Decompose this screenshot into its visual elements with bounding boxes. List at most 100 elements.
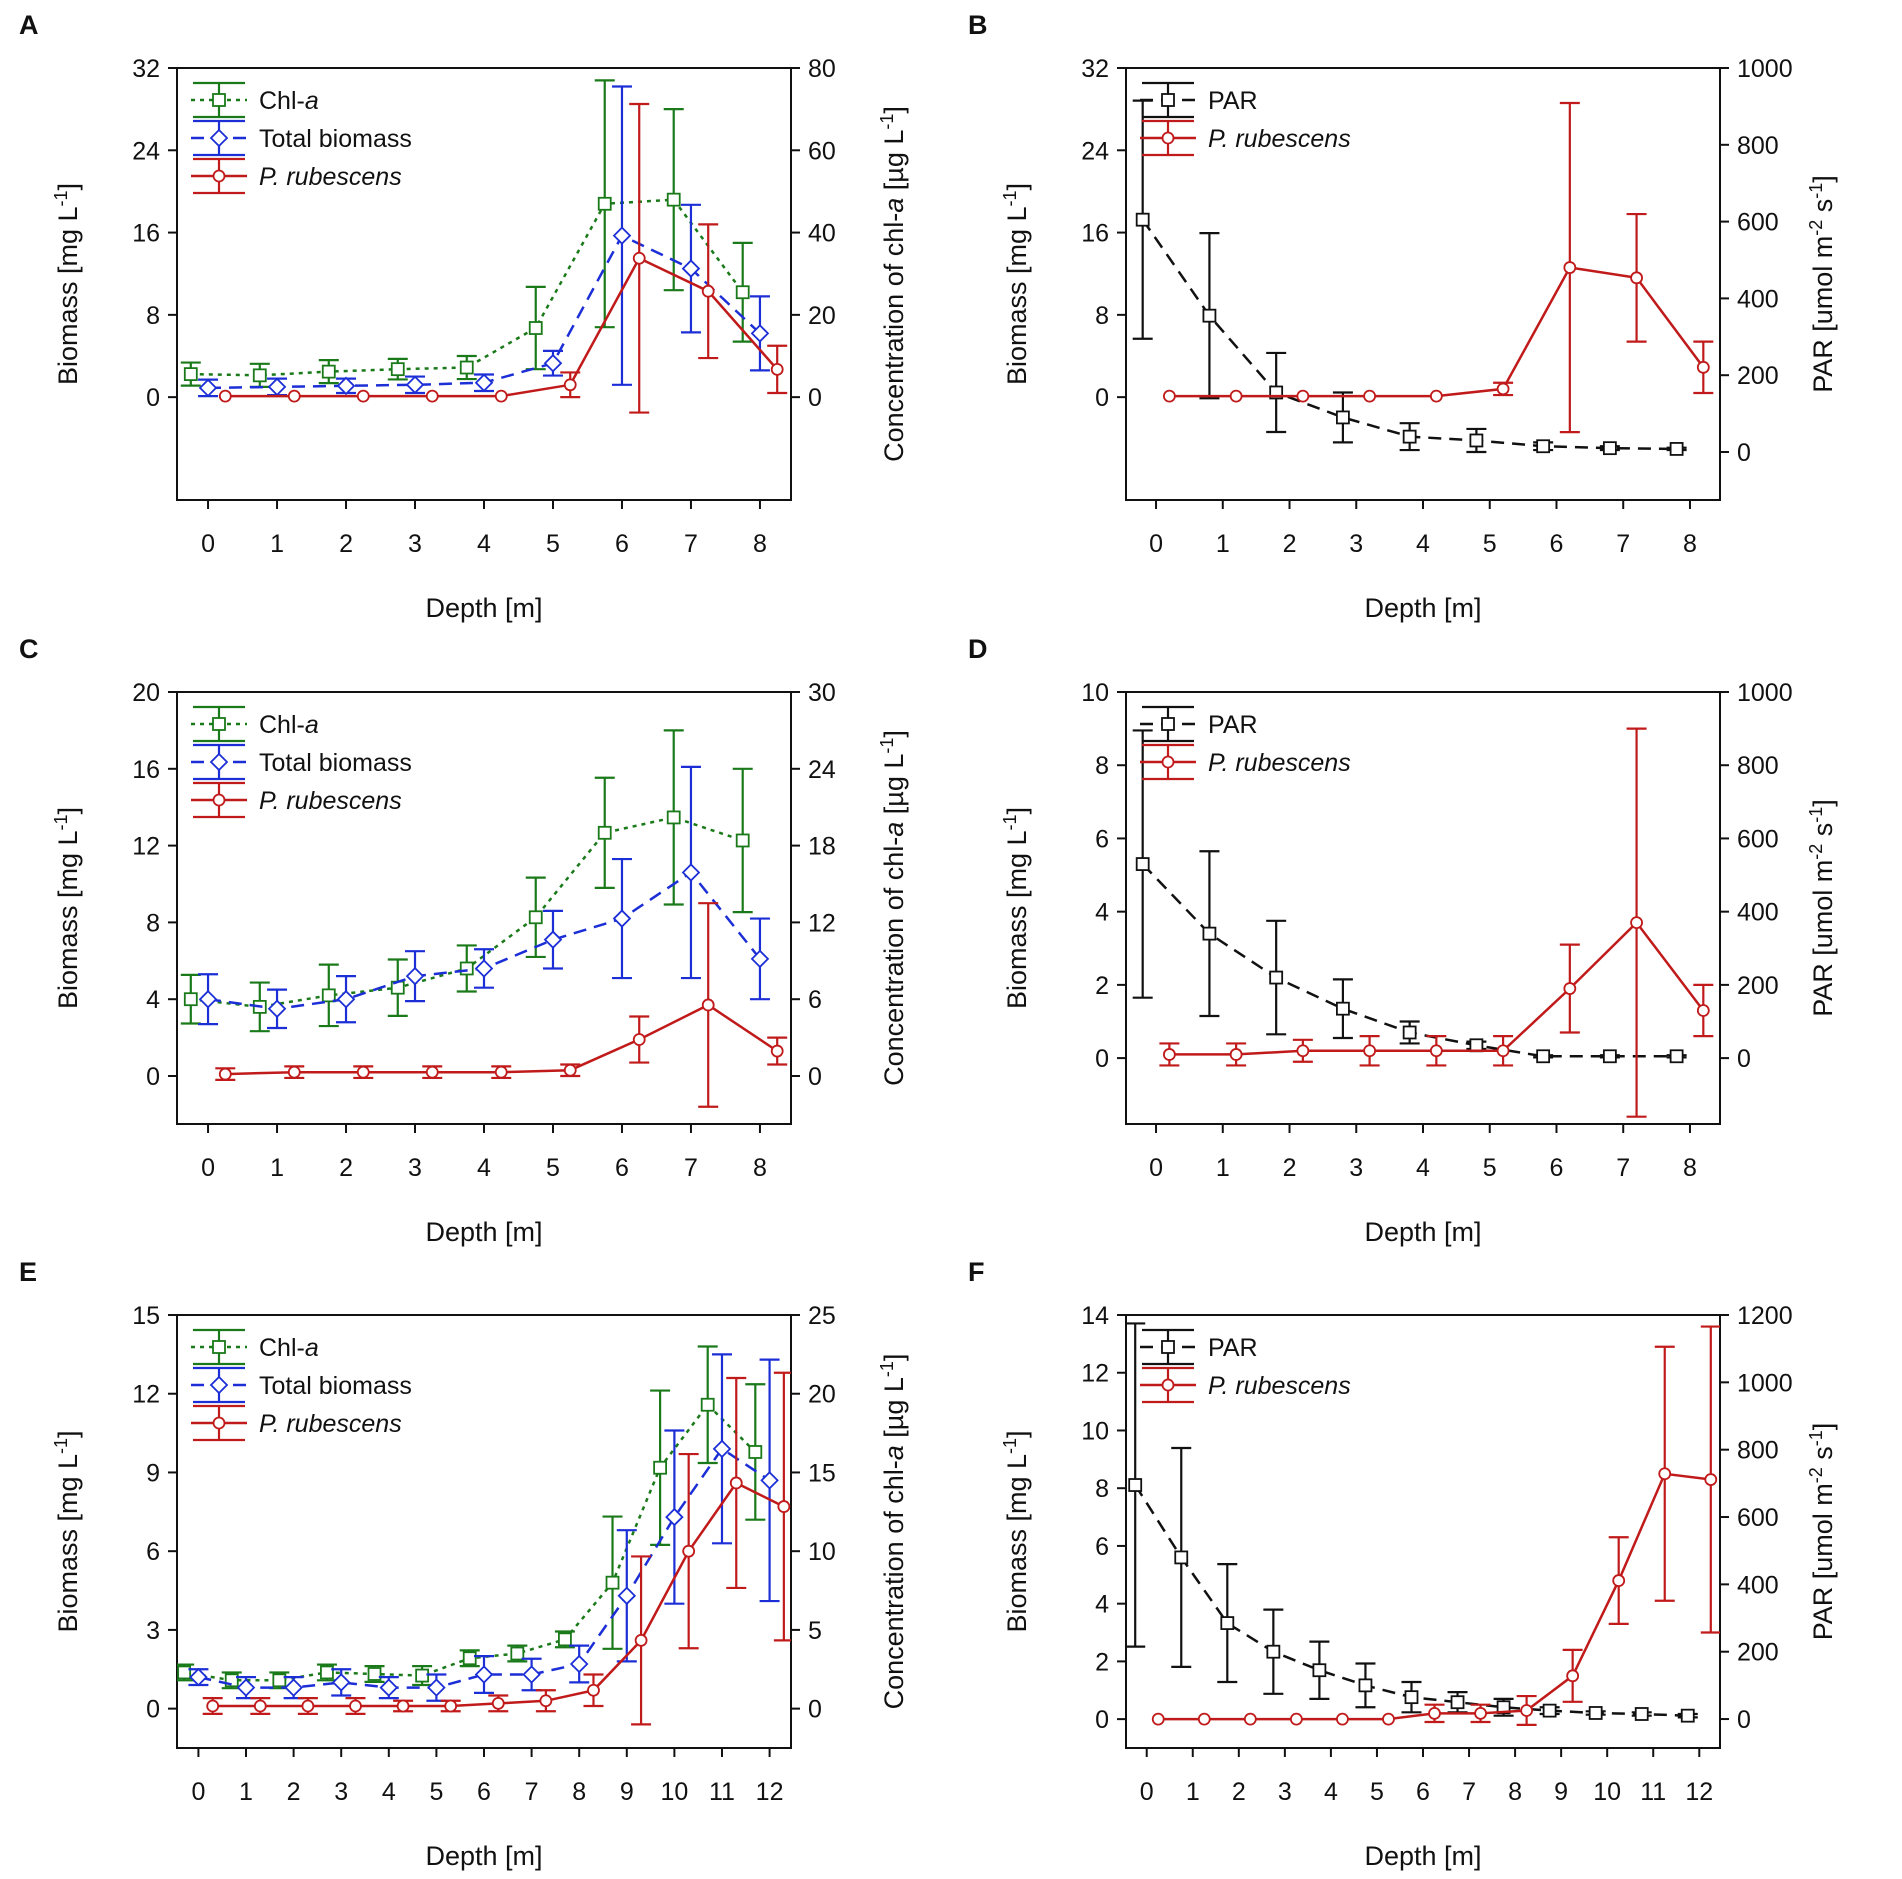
y-tick-label: 2 (1095, 972, 1109, 1000)
point-total (284, 1678, 303, 1697)
legend-item-total: Total biomass (191, 119, 412, 157)
series-prub (1159, 727, 1714, 1118)
y-tick-label: 8 (146, 302, 160, 330)
y2-tick-label: 0 (1737, 1706, 1751, 1734)
point-prub (253, 1699, 267, 1713)
legend-marker-par (1161, 93, 1175, 107)
y2-axis-label: Concentration of chl-a [µg L-1] (877, 730, 909, 1086)
point-par (1266, 1644, 1281, 1659)
y2-axis-label: Concentration of chl-a [µg L-1] (877, 1354, 909, 1710)
point-par (1269, 970, 1284, 985)
legend-marker-prub (1161, 1378, 1175, 1392)
x-tick-label: 6 (477, 1778, 491, 1806)
point-prub (1162, 1048, 1176, 1061)
series-line-total (198, 1447, 771, 1689)
y2-tick-label: 20 (808, 302, 836, 330)
point-par (1588, 1706, 1603, 1720)
point-chl (321, 988, 336, 1003)
x-tick-label: 1 (1186, 1778, 1200, 1806)
y2-tick-label: 400 (1737, 285, 1779, 313)
x-tick-label: 7 (684, 1154, 698, 1182)
legend: PAR P. rubescens (1140, 1328, 1351, 1404)
y2-tick-label: 25 (808, 1302, 836, 1330)
legend-marker-total (209, 128, 229, 148)
point-chl (653, 1460, 668, 1475)
point-total (712, 1439, 732, 1459)
legend: Chl-a Total biomass P. rubescens (191, 1328, 412, 1442)
y2-tick-label: 600 (1737, 1504, 1779, 1532)
legend-label-total: Total biomass (259, 1372, 412, 1400)
x-tick-label: 8 (1508, 1778, 1522, 1806)
point-prub (1520, 1704, 1534, 1717)
point-chl (597, 196, 612, 211)
point-prub (634, 1634, 648, 1647)
point-prub (356, 1065, 370, 1079)
x-tick-label: 0 (1149, 530, 1163, 558)
point-par (1669, 442, 1684, 456)
point-chl (735, 833, 750, 848)
x-tick-label: 3 (1349, 530, 1363, 558)
y2-axis-label: PAR [umol m-2 s-1] (1806, 1423, 1838, 1641)
point-chl (183, 992, 198, 1007)
point-par (1536, 1049, 1551, 1064)
point-par (1312, 1663, 1327, 1678)
point-chl (748, 1445, 763, 1459)
point-prub (701, 284, 715, 298)
x-tick-label: 5 (1483, 530, 1497, 558)
y2-tick-label: 0 (1737, 439, 1751, 467)
series-par (1132, 99, 1687, 456)
y2-axis-label: PAR [umol m-2 s-1] (1806, 175, 1838, 393)
legend-label-prub: P. rubescens (1208, 749, 1351, 777)
point-total (336, 989, 356, 1009)
point-total (612, 909, 632, 928)
point-prub (287, 1065, 301, 1079)
y-tick-label: 20 (132, 679, 160, 707)
point-par (1634, 1707, 1649, 1721)
point-prub (444, 1699, 458, 1713)
legend-marker-chl (212, 93, 226, 107)
y2-tick-label: 0 (808, 1063, 822, 1091)
y2-tick-label: 40 (808, 220, 836, 248)
point-prub (701, 998, 715, 1012)
y-axis-label: Biomass [mg L-1] (1000, 807, 1032, 1009)
legend-label-prub: P. rubescens (259, 787, 402, 815)
panel-letter-b: B (968, 10, 988, 40)
y2-axis-label: Concentration of chl-a [µg L-1] (877, 106, 909, 462)
point-prub (1229, 1048, 1243, 1061)
point-par (1536, 439, 1551, 454)
legend-item-prub: P. rubescens (191, 1404, 402, 1442)
point-prub (1496, 382, 1510, 396)
x-axis-label: Depth [m] (1364, 1841, 1481, 1871)
series-line-chl (183, 1402, 757, 1682)
y-tick-label: 4 (146, 986, 160, 1014)
legend: PAR P. rubescens (1140, 705, 1351, 781)
x-tick-label: 8 (572, 1778, 586, 1806)
point-total (543, 353, 563, 373)
point-chl (177, 1665, 192, 1680)
point-prub (563, 1063, 577, 1077)
point-total (405, 966, 425, 986)
x-tick-label: 3 (1349, 1154, 1363, 1182)
panel-letter-a: A (19, 10, 39, 40)
legend: PAR P. rubescens (1140, 81, 1351, 157)
x-tick-label: 2 (287, 1778, 301, 1806)
point-total (474, 959, 494, 978)
point-total (569, 1654, 589, 1674)
point-prub (587, 1683, 600, 1697)
point-prub (1696, 360, 1710, 374)
y2-tick-label: 1000 (1737, 55, 1793, 83)
point-par (1669, 1049, 1684, 1064)
x-tick-label: 1 (1216, 530, 1230, 558)
y2-tick-label: 80 (808, 55, 836, 83)
point-prub (1151, 1712, 1165, 1726)
point-par (1680, 1708, 1695, 1723)
x-tick-label: 0 (201, 1154, 215, 1182)
y-tick-label: 24 (132, 137, 160, 165)
x-tick-label: 8 (1683, 530, 1697, 558)
series-prub (218, 102, 788, 414)
x-tick-label: 5 (546, 530, 560, 558)
point-prub (632, 251, 646, 265)
point-chl (735, 285, 750, 300)
legend-marker-par (1161, 717, 1175, 731)
